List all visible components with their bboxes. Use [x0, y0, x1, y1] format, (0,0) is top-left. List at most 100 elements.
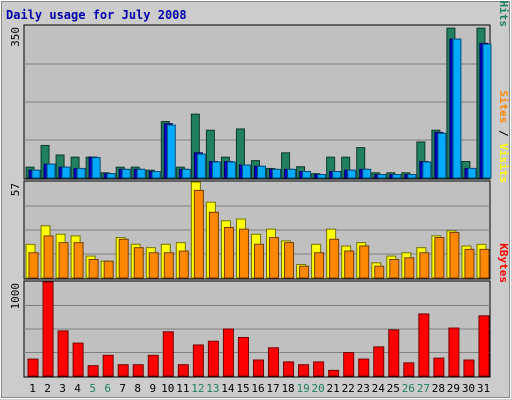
- bar-kbytes-day-3: [57, 330, 69, 377]
- x-tick-label-24: 24: [372, 382, 386, 395]
- x-tick-label-29: 29: [447, 382, 460, 395]
- bar-sites-day-28: [434, 237, 445, 279]
- x-tick-label-1: 1: [29, 382, 36, 395]
- bar-sites-day-12: [193, 189, 204, 279]
- legend-part: /: [497, 123, 510, 143]
- legend-part: Hits: [497, 1, 510, 28]
- bar-pages-day-24: [377, 174, 387, 179]
- bar-pages-day-25: [392, 174, 402, 179]
- bar-kbytes-day-10: [162, 331, 174, 377]
- bar-kbytes-day-16: [252, 359, 264, 377]
- bar-sites-day-19: [299, 265, 310, 279]
- bar-kbytes-day-21: [328, 369, 340, 377]
- bar-sites-day-7: [118, 238, 129, 279]
- bar-sites-day-25: [389, 258, 400, 279]
- bar-sites-day-14: [223, 226, 234, 279]
- bar-kbytes-day-20: [313, 361, 325, 377]
- bar-pages-day-16: [256, 165, 266, 179]
- x-tick-label-8: 8: [134, 382, 141, 395]
- x-tick-label-19: 19: [296, 382, 309, 395]
- x-tick-label-12: 12: [191, 382, 204, 395]
- series-legend: Pages / Files / Hits: [497, 0, 510, 27]
- panel-3: 1000 KBytes: [9, 243, 510, 378]
- bar-sites-day-16: [253, 243, 264, 279]
- bar-sites-day-9: [148, 252, 159, 279]
- bar-sites-day-5: [88, 258, 99, 279]
- bar-kbytes-day-30: [463, 359, 475, 377]
- bar-pages-day-7: [121, 168, 131, 179]
- x-tick-label-27: 27: [417, 382, 430, 395]
- bar-kbytes-day-5: [87, 365, 99, 377]
- bar-kbytes-day-28: [433, 357, 445, 377]
- bar-pages-day-21: [332, 170, 342, 179]
- bar-pages-day-28: [437, 132, 447, 179]
- bar-pages-day-31: [482, 43, 492, 179]
- bar-pages-day-1: [31, 169, 41, 179]
- bar-kbytes-day-26: [403, 362, 415, 377]
- panels-group: 350 Pages / Files / Hits 57 Sites / Visits 1…: [9, 0, 510, 378]
- bar-sites-day-6: [103, 260, 114, 279]
- bar-pages-day-30: [467, 167, 477, 179]
- bar-kbytes-day-13: [207, 340, 219, 377]
- y-max-label: 57: [9, 183, 22, 196]
- legend-part: KBytes: [497, 243, 510, 283]
- x-tick-label-26: 26: [402, 382, 415, 395]
- bar-kbytes-day-2: [42, 281, 54, 377]
- bar-kbytes-day-18: [283, 361, 295, 377]
- bar-pages-day-23: [362, 168, 372, 179]
- y-max-label: 350: [9, 27, 22, 47]
- x-tick-label-21: 21: [327, 382, 340, 395]
- x-tick-label-15: 15: [236, 382, 249, 395]
- legend-part: /: [497, 0, 510, 1]
- bar-sites-day-18: [284, 242, 295, 279]
- x-tick-label-28: 28: [432, 382, 445, 395]
- legend-part: Visits: [497, 143, 510, 183]
- x-tick-label-30: 30: [462, 382, 475, 395]
- bar-kbytes-day-31: [478, 315, 490, 377]
- bar-pages-day-27: [422, 161, 432, 179]
- bar-sites-day-11: [178, 250, 189, 279]
- bar-kbytes-day-14: [222, 328, 234, 377]
- x-tick-label-25: 25: [387, 382, 400, 395]
- bar-sites-day-27: [419, 252, 430, 279]
- x-tick-label-23: 23: [357, 382, 370, 395]
- x-tick-label-7: 7: [119, 382, 126, 395]
- bar-kbytes-day-22: [343, 352, 355, 377]
- bar-sites-day-17: [269, 237, 280, 279]
- bar-sites-day-29: [449, 232, 460, 279]
- bar-kbytes-day-7: [117, 364, 129, 377]
- bar-sites-day-26: [404, 257, 415, 279]
- bar-pages-day-18: [287, 168, 297, 179]
- bar-sites-day-20: [314, 252, 325, 279]
- bar-kbytes-day-4: [72, 342, 84, 377]
- bar-sites-day-30: [464, 248, 475, 279]
- series-legend: KBytes: [497, 243, 510, 283]
- bar-sites-day-4: [73, 242, 84, 279]
- bar-kbytes-day-12: [192, 344, 204, 377]
- bar-pages-day-12: [196, 153, 206, 179]
- legend-part: Sites: [497, 90, 510, 123]
- chart-title: Daily usage for July 2008: [6, 8, 187, 22]
- bar-pages-day-22: [347, 169, 357, 179]
- bar-pages-day-11: [181, 168, 191, 179]
- x-tick-label-13: 13: [206, 382, 219, 395]
- x-tick-label-17: 17: [266, 382, 279, 395]
- bar-pages-day-9: [151, 170, 161, 179]
- x-tick-label-14: 14: [221, 382, 235, 395]
- bar-kbytes-day-8: [132, 364, 144, 377]
- x-tick-label-4: 4: [74, 382, 81, 395]
- panel-1: 350 Pages / Files / Hits: [9, 0, 510, 180]
- x-tick-labels: 1 2 3 4 5 6 7 8 9 10 11 12 13 14 15 16 17 18 19 20 21 22 23 24 2…: [29, 382, 490, 395]
- bar-kbytes-day-19: [298, 364, 310, 377]
- y-max-label: 1000: [9, 283, 22, 310]
- bar-sites-day-8: [133, 247, 144, 279]
- bar-kbytes-day-1: [27, 358, 39, 377]
- bar-kbytes-day-24: [373, 346, 385, 377]
- bar-sites-day-24: [374, 265, 385, 279]
- x-tick-label-9: 9: [149, 382, 156, 395]
- bar-kbytes-day-9: [147, 354, 159, 377]
- x-tick-label-11: 11: [176, 382, 189, 395]
- x-tick-label-5: 5: [89, 382, 96, 395]
- bar-pages-day-13: [211, 161, 221, 179]
